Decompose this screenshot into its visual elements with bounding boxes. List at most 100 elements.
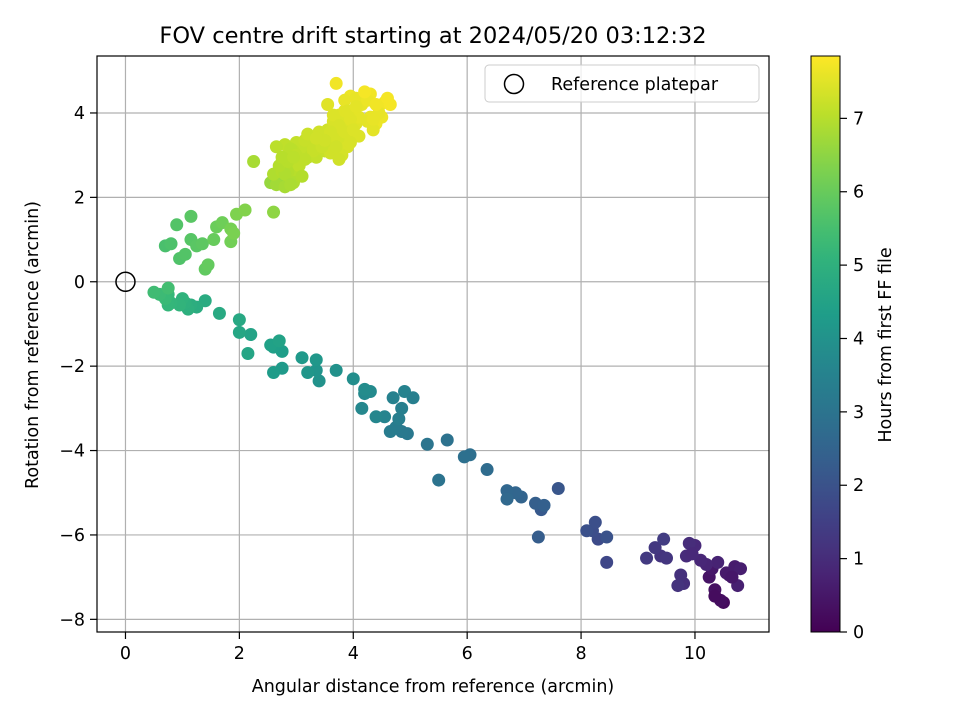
scatter-point	[358, 85, 372, 99]
colorbar-tick-label: 4	[853, 329, 864, 349]
scatter-point	[725, 570, 739, 584]
scatter-point	[682, 536, 696, 550]
scatter-point	[232, 313, 246, 327]
scatter-point	[432, 473, 446, 487]
scatter-point	[588, 515, 602, 529]
y-tick-label: −4	[59, 442, 85, 462]
scatter-point	[500, 492, 514, 506]
scatter-point	[551, 482, 565, 496]
scatter-point	[232, 325, 246, 339]
scatter-point	[309, 353, 323, 367]
y-axis-label: Rotation from reference (arcmin)	[23, 201, 43, 489]
scatter-point	[267, 365, 281, 379]
scatter-point	[326, 108, 340, 122]
y-tick-label: 0	[74, 273, 85, 293]
scatter-point	[227, 226, 241, 240]
legend-marker-reference	[503, 73, 525, 95]
x-axis-label: Angular distance from reference (arcmin)	[252, 677, 615, 697]
scatter-point	[312, 374, 326, 388]
scatter-point	[164, 237, 178, 251]
colorbar-tick-label: 1	[853, 550, 864, 570]
scatter-point	[338, 93, 352, 107]
scatter-point	[244, 328, 258, 342]
scatter-point	[640, 551, 654, 565]
colorbar-tick-label: 3	[853, 403, 864, 423]
y-tick-label: 4	[74, 104, 85, 124]
scatter-point	[286, 150, 300, 164]
scatter-point	[329, 140, 343, 154]
scatter-point	[674, 568, 688, 582]
scatter-point	[201, 258, 215, 272]
legend-label-reference: Reference platepar	[551, 75, 719, 95]
scatter-point	[383, 425, 397, 439]
colorbar-tick-label: 0	[853, 623, 864, 643]
scatter-point	[366, 112, 380, 126]
scatter-point	[600, 555, 614, 569]
scatter-point	[369, 410, 383, 424]
scatter-point	[346, 372, 360, 386]
scatter-point	[267, 205, 281, 219]
legend: Reference platepar	[484, 64, 760, 103]
scatter-point	[734, 562, 748, 576]
scatter-point	[301, 365, 315, 379]
colorbar-tick-label: 2	[853, 476, 864, 496]
grid-lines	[97, 56, 769, 632]
scatter-point	[184, 209, 198, 223]
y-tick-label: −6	[59, 526, 85, 546]
scatter-point	[275, 150, 289, 164]
x-tick-label: 10	[684, 644, 706, 664]
scatter-point	[147, 285, 161, 299]
scatter-point	[349, 100, 363, 114]
scatter-point	[284, 178, 298, 192]
colorbar	[810, 55, 841, 633]
scatter-point	[295, 351, 309, 365]
scatter-point	[329, 76, 343, 90]
scatter-point	[332, 152, 346, 166]
scatter-point	[355, 401, 369, 415]
scatter-point	[207, 233, 221, 247]
scatter-point	[457, 450, 471, 464]
plot-frame	[96, 55, 770, 633]
colorbar-ticks: 0 1 2 3 4 5 6 7	[840, 109, 864, 643]
x-tick-label: 8	[575, 644, 586, 664]
scatter-point	[369, 98, 383, 112]
scatter-point	[711, 555, 725, 569]
scatter-point	[272, 334, 286, 348]
scatter-point	[600, 530, 614, 544]
scatter-point	[537, 498, 551, 512]
scatter-point	[648, 541, 662, 555]
scatter-point	[321, 98, 335, 112]
x-tick-label: 6	[462, 644, 473, 664]
scatter-point	[531, 530, 545, 544]
y-tick-label: 2	[74, 188, 85, 208]
scatter-point	[343, 136, 357, 150]
scatter-point	[247, 154, 261, 168]
scatter-point	[170, 218, 184, 232]
scatter-points	[115, 76, 748, 609]
scatter-point	[380, 91, 394, 105]
colorbar-label: Hours from first FF file	[876, 247, 896, 442]
y-tick-label: −8	[59, 610, 85, 630]
scatter-point	[238, 203, 252, 217]
scatter-point	[406, 391, 420, 405]
scatter-point	[580, 524, 594, 538]
chart-title: FOV centre drift starting at 2024/05/20 …	[159, 23, 706, 49]
scatter-point	[671, 579, 685, 593]
scatter-point	[440, 433, 454, 447]
scatter-point	[195, 237, 209, 251]
scatter-point	[212, 306, 226, 320]
x-tick-label: 0	[120, 644, 131, 664]
colorbar-tick-label: 7	[853, 109, 864, 129]
scatter-point	[395, 401, 409, 415]
scatter-point	[480, 463, 494, 477]
scatter-point	[358, 382, 372, 396]
scatter-point	[392, 412, 406, 426]
scatter-point	[386, 391, 400, 405]
y-tick-label: −2	[59, 357, 85, 377]
scatter-point	[241, 346, 255, 360]
x-tick-label: 2	[234, 644, 245, 664]
legend-box	[484, 64, 760, 103]
x-tick-label: 4	[348, 644, 359, 664]
y-axis-ticks: −8 −6 −4 −2 0 2 4	[59, 104, 97, 630]
